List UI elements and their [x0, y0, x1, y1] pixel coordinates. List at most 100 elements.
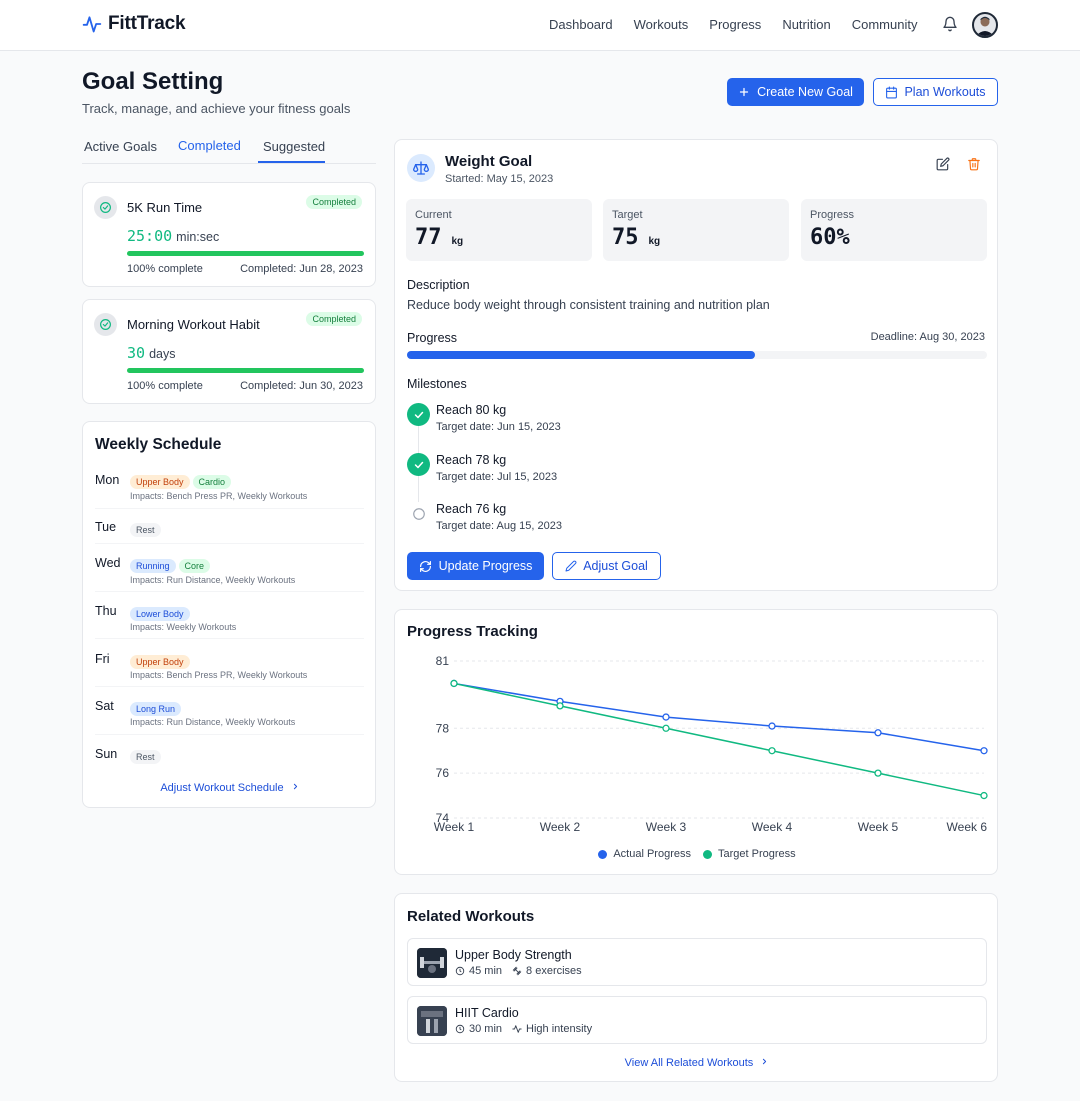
workout-name: HIIT Cardio [455, 1006, 519, 1020]
adjust-goal-label: Adjust Goal [583, 559, 648, 573]
tag-pill: Upper Body [130, 475, 190, 489]
goal-title: Weight Goal [445, 153, 533, 170]
pencil-icon [565, 560, 577, 572]
day-name: Wed [95, 556, 121, 570]
create-new-goal-button[interactable]: Create New Goal [727, 78, 864, 106]
status-badge: Completed [306, 195, 362, 209]
tag-pill: Upper Body [130, 655, 190, 669]
milestone-pending-icon [407, 502, 430, 525]
tab-completed[interactable]: Completed [178, 138, 241, 153]
stat-value: 60% [810, 225, 850, 250]
goal-completed-date: Completed: Jun 28, 2023 [240, 263, 363, 275]
trash-icon[interactable] [967, 157, 981, 171]
update-progress-button[interactable]: Update Progress [407, 552, 544, 580]
goal-card[interactable]: Morning Workout Habit Completed 30 days 1… [82, 299, 376, 404]
legend-item-actual[interactable]: Actual Progress [598, 848, 691, 860]
schedule-row-sat[interactable]: Sat Long Run Impacts: Run Distance, Week… [95, 687, 364, 735]
plan-workouts-button[interactable]: Plan Workouts [873, 78, 998, 106]
page-subtitle: Track, manage, and achieve your fitness … [82, 101, 351, 116]
workout-meta: 30 min High intensity [455, 1023, 592, 1035]
status-badge: Completed [306, 312, 362, 326]
impacts-text: Impacts: Bench Press PR, Weekly Workouts [130, 670, 308, 680]
stat-unit: kg [451, 236, 464, 247]
tab-active-goals[interactable]: Active Goals [84, 139, 157, 154]
view-all-workouts-label: View All Related Workouts [624, 1057, 754, 1069]
tag-list: Rest [130, 747, 164, 765]
adjust-goal-button[interactable]: Adjust Goal [552, 552, 661, 580]
nav-workouts[interactable]: Workouts [633, 17, 689, 32]
schedule-row-fri[interactable]: Fri Upper Body Impacts: Bench Press PR, … [95, 639, 364, 687]
goal-card[interactable]: 5K Run Time Completed 25:00 min:sec 100% … [82, 182, 376, 287]
chevron-right-icon [293, 783, 297, 790]
y-tick-label: 81 [436, 654, 450, 668]
nav-community[interactable]: Community [851, 17, 918, 32]
goal-percent: 100% complete [127, 263, 203, 275]
nav-nutrition[interactable]: Nutrition [782, 17, 831, 32]
stat-target: Target 75 kg [603, 199, 789, 261]
x-tick-label: Week 2 [540, 820, 581, 834]
weight-goal-card: Weight Goal Started: May 15, 2023 Curren… [394, 139, 998, 591]
tag-list: Upper Body [130, 652, 193, 670]
schedule-row-mon[interactable]: Mon Upper Body Cardio Impacts: Bench Pres… [95, 466, 364, 509]
workout-item[interactable]: HIIT Cardio 30 min High intensity [407, 996, 987, 1044]
schedule-row-wed[interactable]: Wed Running Core Impacts: Run Distance, W… [95, 544, 364, 592]
impacts-text: Impacts: Weekly Workouts [130, 622, 237, 632]
weekly-schedule-title: Weekly Schedule [95, 436, 222, 453]
goal-unit: days [149, 347, 176, 361]
stat-progress: Progress 60% [801, 199, 987, 261]
legend-item-target[interactable]: Target Progress [703, 848, 796, 860]
workout-thumbnail [417, 1006, 447, 1036]
tag-list: Lower Body [130, 604, 193, 622]
tab-suggested[interactable]: Suggested [263, 139, 326, 154]
user-avatar[interactable] [972, 12, 998, 38]
goal-title: 5K Run Time [127, 200, 203, 215]
edit-icon[interactable] [936, 157, 950, 171]
data-point-target [980, 791, 988, 800]
goal-progress-bar [127, 368, 364, 373]
workout-duration: 30 min [469, 1023, 503, 1035]
chevron-right-icon [763, 1058, 767, 1065]
schedule-row-sun[interactable]: Sun Rest [95, 735, 364, 771]
workout-item[interactable]: Upper Body Strength 45 min 8 exercises [407, 938, 987, 986]
stat-label: Target [612, 209, 643, 221]
legend-label: Actual Progress [613, 848, 691, 860]
clock-icon [455, 1024, 465, 1034]
goal-percent: 100% complete [127, 380, 203, 392]
page-title: Goal Setting [82, 68, 224, 95]
goal-tabs: Active Goals Completed Suggested [82, 136, 376, 164]
view-all-workouts-link[interactable]: View All Related Workouts [395, 1057, 999, 1069]
app-name: FittTrack [108, 13, 186, 34]
scale-icon [407, 154, 435, 182]
data-point-target [768, 747, 776, 755]
schedule-row-tue[interactable]: Tue Rest [95, 509, 364, 544]
tag-list: Running Core [130, 556, 213, 574]
plus-icon [739, 87, 749, 97]
day-name: Sat [95, 699, 114, 713]
legend-label: Target Progress [718, 848, 796, 860]
nav-dashboard[interactable]: Dashboard [549, 17, 613, 32]
brand[interactable]: FittTrack [82, 13, 186, 35]
milestone-date: Target date: Jun 15, 2023 [436, 421, 561, 433]
adjust-schedule-link[interactable]: Adjust Workout Schedule [83, 782, 377, 794]
stat-number: 60% [810, 225, 850, 250]
milestone-title: Reach 78 kg [436, 453, 507, 467]
data-point-actual [874, 729, 882, 737]
goal-description: Reduce body weight through consistent tr… [407, 298, 770, 312]
main-nav: Dashboard Workouts Progress Nutrition Co… [549, 17, 938, 32]
tag-pill: Running [130, 559, 176, 573]
data-point-target [556, 702, 564, 710]
data-point-actual [768, 722, 776, 730]
schedule-row-thu[interactable]: Thu Lower Body Impacts: Weekly Workouts [95, 592, 364, 639]
bell-icon[interactable] [942, 16, 958, 32]
tag-list: Long Run [130, 699, 184, 717]
goal-value-number: 30 [127, 344, 146, 362]
progress-tracking-card: Progress Tracking 81 78 76 74 Week 1 Week 2 We… [394, 609, 998, 875]
series-line-actual [453, 682, 985, 752]
nav-progress[interactable]: Progress [709, 17, 762, 32]
chart-legend: Actual Progress Target Progress [395, 848, 999, 860]
progress-label: Progress [407, 331, 458, 345]
goal-completed-date: Completed: Jun 30, 2023 [240, 380, 363, 392]
top-navbar: FittTrack Dashboard Workouts Progress Nu… [0, 0, 1080, 51]
workout-thumbnail [417, 948, 447, 978]
